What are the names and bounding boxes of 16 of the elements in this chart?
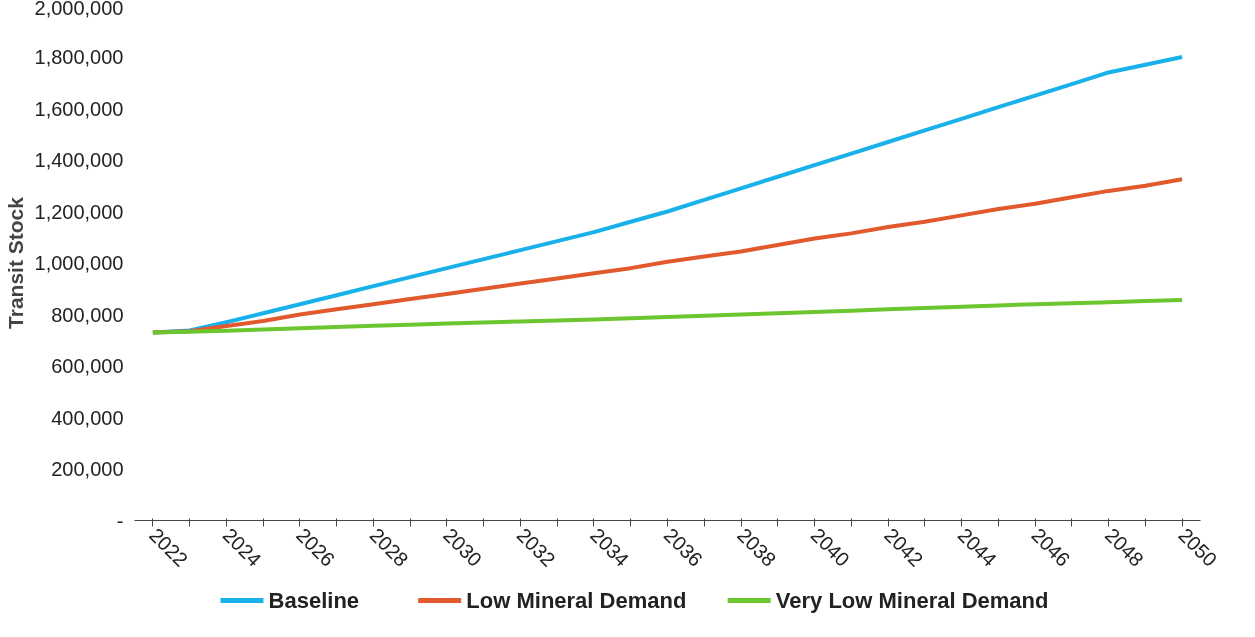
line-series <box>150 298 1185 335</box>
y-tick-label: 400,000 <box>51 406 124 429</box>
y-tick-label: 1,400,000 <box>34 149 124 171</box>
legend-label: Baseline <box>268 588 360 613</box>
y-tick-label: - <box>116 509 124 532</box>
y-tick-label: 1,800,000 <box>34 46 124 68</box>
y-tick-label: 2,000,000 <box>34 0 124 19</box>
legend-label: Very Low Mineral Demand <box>775 588 1049 613</box>
y-tick-label: 800,000 <box>51 303 124 326</box>
legend-label: Low Mineral Demand <box>466 588 687 613</box>
y-axis-title: Transit Stock <box>3 196 27 329</box>
y-tick-label: 200,000 <box>51 458 124 480</box>
y-tick-label: 1,600,000 <box>34 97 124 120</box>
y-tick-label: 600,000 <box>51 355 124 377</box>
y-tick-label: 1,000,000 <box>34 252 124 274</box>
y-tick-label: 1,200,000 <box>34 200 124 223</box>
